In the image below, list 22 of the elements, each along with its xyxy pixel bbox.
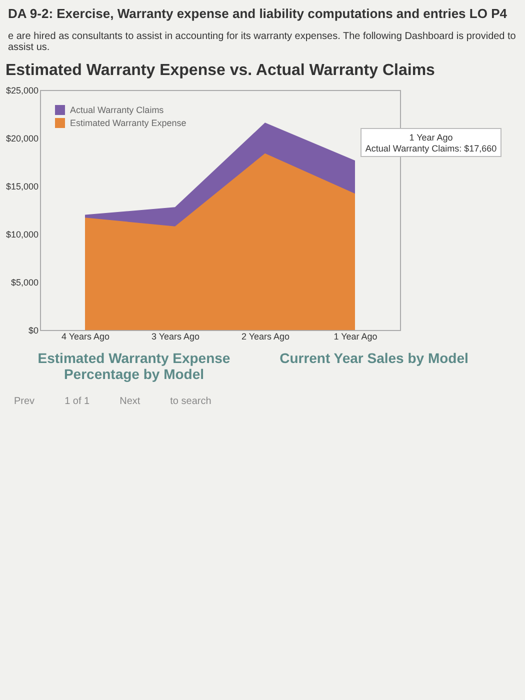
chart-title: Estimated Warranty Expense vs. Actual Warranty Claims [5, 62, 436, 79]
y-tick-label: $15,000 [6, 182, 38, 192]
x-tick-label: 4 Years Ago [61, 332, 110, 342]
text: 1 of 1 [64, 396, 90, 407]
legend-label: Actual Warranty Claims [70, 105, 164, 115]
x-tick-label: 1 Year Ago [334, 332, 378, 342]
text: Current Year Sales by Model [278, 350, 470, 368]
y-tick-label: $20,000 [6, 134, 38, 144]
y-tick-label: $5,000 [10, 278, 38, 288]
text: Next [120, 396, 140, 407]
text: Prev [14, 396, 35, 407]
text: Estimated Warranty Expense Percentage by Model [36, 350, 232, 382]
annotation: 1 Year Ago Actual Warranty Claims: $17,660 [365, 132, 497, 154]
text: to search [170, 396, 212, 407]
text: DA 9-2: Exercise, Warranty expense and liability computations and entries LO P4 [8, 6, 508, 21]
x-tick-label: 3 Years Ago [151, 332, 200, 342]
y-tick-label: $10,000 [6, 230, 38, 240]
y-tick-label: $0 [28, 326, 38, 336]
text: e are hired as consultants to assist in accounting for its warranty expenses. The following Dashboard is provided to assist us. [8, 31, 517, 53]
legend-label: Estimated Warranty Expense [70, 118, 186, 128]
y-tick-label: $25,000 [6, 86, 38, 96]
x-tick-label: 2 Years Ago [241, 332, 290, 342]
